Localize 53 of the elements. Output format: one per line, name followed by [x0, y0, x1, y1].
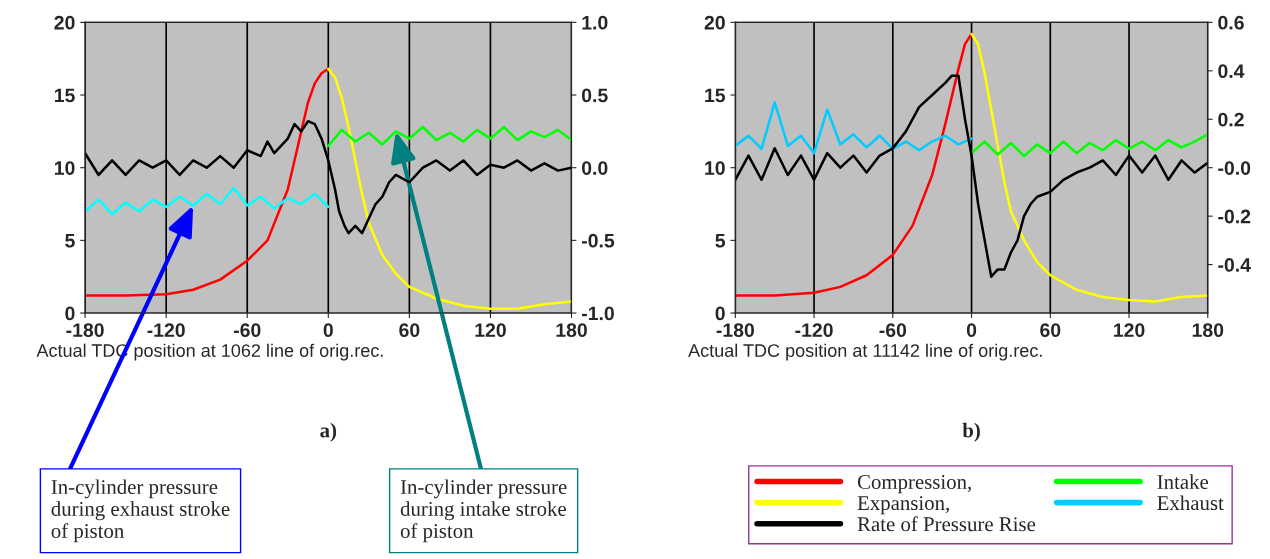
y2-tick-label: -0.4	[1218, 258, 1251, 272]
x-tick-label: 0	[323, 323, 333, 338]
x-tick-label: -180	[716, 323, 754, 338]
y-tick-label: 5	[65, 234, 75, 248]
y-tick-label: 5	[715, 234, 726, 248]
y-tick-label: 0	[715, 306, 725, 321]
y2-tick-label: -1.0	[581, 306, 614, 321]
y-tick-label: 15	[54, 88, 75, 103]
line-series	[735, 32, 973, 297]
legend-label: Compression,	[857, 475, 971, 494]
x-tick-label: 120	[1114, 323, 1145, 338]
x-tick-label: -180	[66, 323, 104, 338]
annotation: In-cylinder pressure during exhaust stroke of piston	[51, 479, 230, 543]
legend-label: Intake	[1157, 474, 1209, 490]
y2-tick-label: -0.5	[581, 233, 615, 248]
x-tick-label: 180	[1192, 323, 1224, 338]
y2-tick-label: -0.2	[1218, 209, 1251, 224]
annotation: In-cylinder pressure during intake stroke of piston	[400, 479, 567, 543]
y2-tick-label: 0.5	[581, 88, 608, 103]
y2-tick-label: 0.6	[1218, 15, 1244, 30]
x-tick-label: -60	[233, 323, 261, 338]
x-tick-label: 60	[1040, 323, 1061, 338]
x-tick-label: -60	[879, 323, 907, 338]
y-tick-label: 15	[705, 88, 726, 103]
y-tick-label: 20	[704, 15, 725, 30]
legend-label: Expansion,	[857, 496, 949, 515]
y-tick-label: 0	[65, 306, 75, 321]
text: b)	[962, 422, 980, 442]
x-tick-label: 120	[475, 323, 506, 338]
x-tick-label: 0	[966, 323, 977, 338]
legend-label: Exhaust	[1157, 495, 1224, 511]
x-tick-label: -120	[795, 323, 833, 338]
y2-tick-label: 0.4	[1218, 64, 1245, 79]
line-series	[85, 186, 330, 216]
line-series	[327, 125, 572, 148]
line-series	[970, 133, 1208, 158]
y2-tick-label: 0.0	[581, 161, 608, 175]
y2-tick-label: 0.2	[1218, 112, 1244, 127]
x-tick-label: 180	[556, 323, 587, 338]
y2-tick-label: 1.0	[582, 15, 608, 30]
y2-tick-label: -0.0	[1218, 161, 1251, 175]
legend-label: Rate of Pressure Rise	[857, 516, 1036, 532]
line-series	[735, 101, 973, 155]
x-tick-label: 60	[399, 323, 420, 338]
y-tick-label: 10	[705, 161, 725, 175]
text: a)	[320, 422, 337, 442]
y-tick-label: 20	[54, 15, 75, 30]
x-axis-title: Actual TDC position at 11142 line of orig.rec.	[688, 343, 1042, 361]
line-series	[85, 67, 330, 297]
line-series	[970, 32, 1208, 303]
line-series	[327, 67, 572, 310]
x-tick-label: -120	[147, 323, 185, 338]
y-tick-label: 10	[54, 161, 75, 175]
